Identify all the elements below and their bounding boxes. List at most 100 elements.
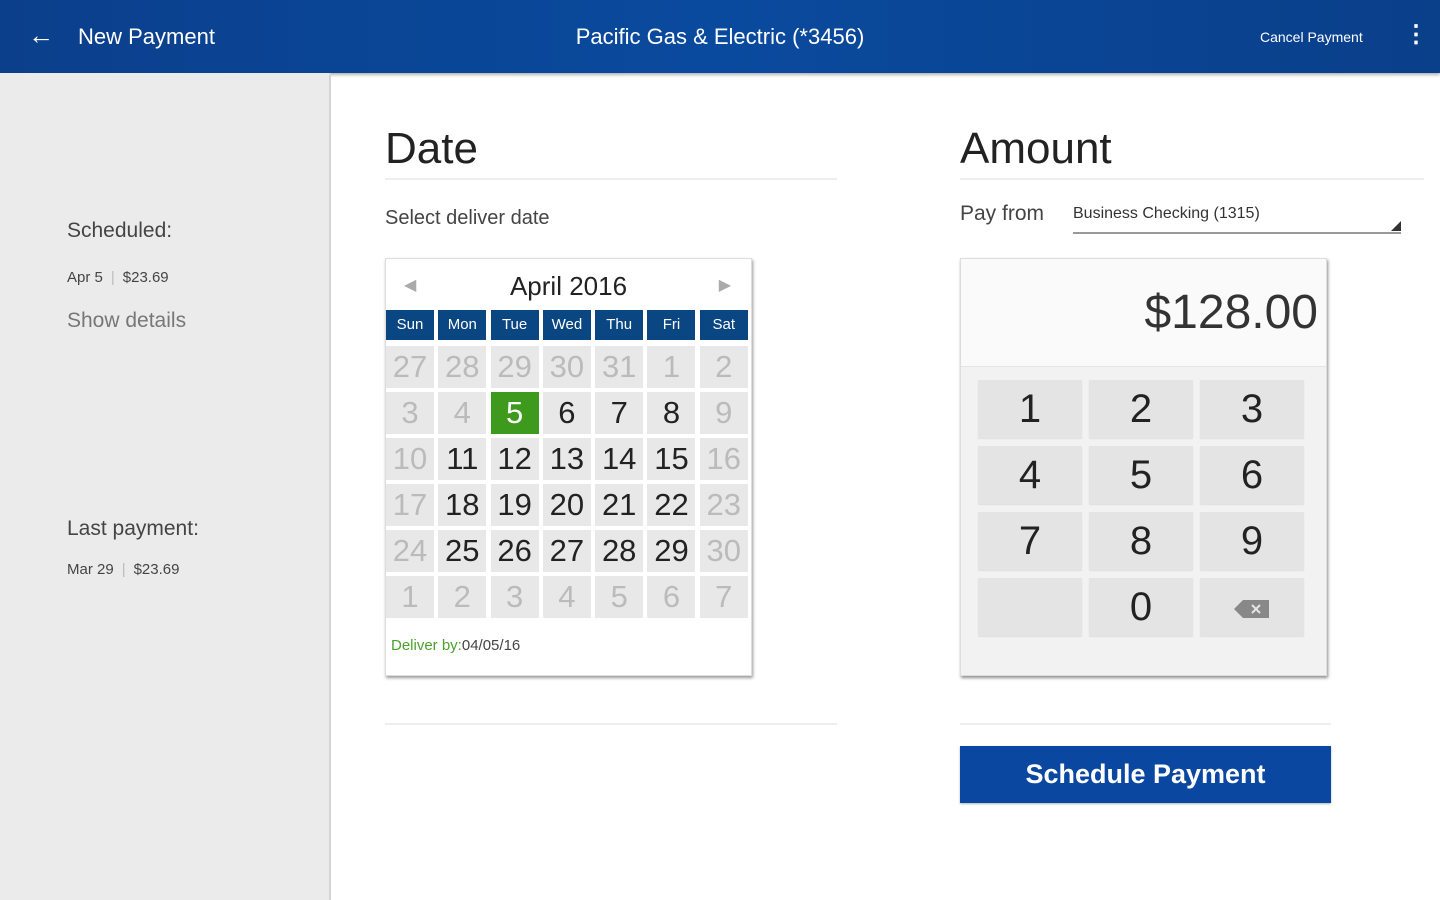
dropdown-triangle-icon bbox=[1391, 221, 1401, 231]
calendar-day: 5 bbox=[595, 576, 644, 618]
calendar-day[interactable]: 6 bbox=[542, 392, 591, 434]
calendar-day: 16 bbox=[699, 438, 748, 480]
scheduled-date: Apr 5 bbox=[67, 269, 103, 286]
page-title: New Payment bbox=[78, 24, 215, 49]
app-bar: ← New Payment Pacific Gas & Electric (*3… bbox=[0, 0, 1440, 73]
key-8[interactable]: 8 bbox=[1089, 512, 1193, 570]
calendar-day: 2 bbox=[699, 346, 748, 388]
calendar-day-selected[interactable]: 5 bbox=[490, 392, 539, 434]
amount-display: $128.00 bbox=[961, 259, 1326, 367]
sidebar: Scheduled: Apr 5 | $23.69 Show details Las… bbox=[0, 73, 331, 900]
calendar-day[interactable]: 11 bbox=[438, 438, 487, 480]
calendar-month: April 2016 bbox=[509, 271, 628, 301]
calendar-day: 28 bbox=[438, 346, 487, 388]
divider bbox=[385, 178, 837, 180]
weekday-header: Mon bbox=[438, 310, 487, 340]
calendar-day: 23 bbox=[699, 484, 748, 526]
weekday-header: Thu bbox=[595, 310, 644, 340]
divider bbox=[960, 723, 1331, 725]
prev-month-icon[interactable]: ◀ bbox=[404, 277, 417, 294]
scheduled-label: Scheduled: bbox=[67, 219, 173, 242]
calendar-day: 4 bbox=[438, 392, 487, 434]
select-date-label: Select deliver date bbox=[385, 207, 550, 229]
calendar-day: 10 bbox=[386, 438, 434, 480]
calendar-day: 17 bbox=[386, 484, 434, 526]
deliver-by: Deliver by:04/05/16 bbox=[391, 637, 520, 654]
divider bbox=[960, 178, 1424, 180]
calendar-day: 2 bbox=[438, 576, 487, 618]
key-1[interactable]: 1 bbox=[978, 380, 1082, 438]
calendar-day: 4 bbox=[542, 576, 591, 618]
scheduled-info: Apr 5 | $23.69 bbox=[67, 269, 169, 286]
backspace-key[interactable] bbox=[1200, 578, 1304, 636]
key-6[interactable]: 6 bbox=[1200, 446, 1304, 504]
calendar-day[interactable]: 21 bbox=[595, 484, 644, 526]
key-9[interactable]: 9 bbox=[1200, 512, 1304, 570]
key-4[interactable]: 4 bbox=[978, 446, 1082, 504]
cancel-payment-button[interactable]: Cancel Payment bbox=[1260, 29, 1363, 45]
last-payment-date: Mar 29 bbox=[67, 561, 114, 578]
weekday-header: Sat bbox=[699, 310, 748, 340]
next-month-icon[interactable]: ▶ bbox=[718, 277, 731, 294]
calendar-day[interactable]: 28 bbox=[595, 530, 644, 572]
calendar-day: 3 bbox=[490, 576, 539, 618]
deliver-by-value: 04/05/16 bbox=[461, 637, 521, 654]
calendar-day[interactable]: 19 bbox=[490, 484, 539, 526]
backspace-icon bbox=[1234, 600, 1269, 619]
calendar-day: 30 bbox=[699, 530, 748, 572]
calendar-day: 6 bbox=[647, 576, 696, 618]
calendar-day[interactable]: 13 bbox=[542, 438, 591, 480]
key-2[interactable]: 2 bbox=[1089, 380, 1193, 438]
key-0[interactable]: 0 bbox=[1089, 578, 1193, 636]
weekday-header: Wed bbox=[542, 310, 591, 340]
weekday-header: Fri bbox=[647, 310, 696, 340]
scheduled-amount: $23.69 bbox=[122, 269, 169, 286]
key-7[interactable]: 7 bbox=[978, 512, 1082, 570]
calendar-day[interactable]: 27 bbox=[542, 530, 591, 572]
weekday-header: Tue bbox=[490, 310, 539, 340]
calendar-day: 27 bbox=[386, 346, 434, 388]
divider bbox=[385, 723, 837, 725]
deliver-by-label: Deliver by: bbox=[391, 637, 462, 654]
date-heading: Date bbox=[385, 124, 478, 173]
calendar-day: 1 bbox=[647, 346, 696, 388]
calendar-day[interactable]: 18 bbox=[438, 484, 487, 526]
calendar-day: 24 bbox=[386, 530, 434, 572]
calendar-day: 9 bbox=[699, 392, 748, 434]
calendar-day[interactable]: 14 bbox=[595, 438, 644, 480]
calendar-day: 30 bbox=[542, 346, 591, 388]
calendar-day[interactable]: 26 bbox=[490, 530, 539, 572]
account-select[interactable]: Business Checking (1315) bbox=[1073, 200, 1401, 234]
show-details-link[interactable]: Show details bbox=[67, 309, 187, 332]
calendar-day: 1 bbox=[386, 576, 434, 618]
last-payment-label: Last payment: bbox=[67, 517, 199, 540]
calendar-day[interactable]: 25 bbox=[438, 530, 487, 572]
account-value: Business Checking (1315) bbox=[1073, 205, 1260, 222]
calendar-day[interactable]: 8 bbox=[647, 392, 696, 434]
calendar-day[interactable]: 29 bbox=[647, 530, 696, 572]
calendar-day: 31 bbox=[595, 346, 644, 388]
key-3[interactable]: 3 bbox=[1200, 380, 1304, 438]
payee-title: Pacific Gas & Electric (*3456) bbox=[575, 24, 865, 49]
calendar-day[interactable]: 12 bbox=[490, 438, 539, 480]
arrow-left-icon[interactable]: ← bbox=[28, 20, 54, 50]
pay-from-label: Pay from bbox=[960, 202, 1045, 225]
calendar-day[interactable]: 7 bbox=[595, 392, 644, 434]
calendar-day[interactable]: 20 bbox=[542, 484, 591, 526]
calendar-day[interactable]: 22 bbox=[647, 484, 696, 526]
blank-key bbox=[978, 578, 1082, 636]
last-payment-amount: $23.69 bbox=[133, 561, 180, 578]
calendar-day: 7 bbox=[699, 576, 748, 618]
calendar-day[interactable]: 15 bbox=[647, 438, 696, 480]
more-vert-icon[interactable]: ⋮ bbox=[1404, 21, 1428, 48]
amount-heading: Amount bbox=[960, 124, 1112, 173]
key-5[interactable]: 5 bbox=[1089, 446, 1193, 504]
calendar-grid: Sun Mon Tue Wed Thu Fri Sat 27 28 29 30 31 1 2 3 4 5 6 7 8 9… bbox=[386, 310, 748, 618]
last-payment-info: Mar 29 | $23.69 bbox=[67, 561, 180, 578]
schedule-payment-button[interactable]: Schedule Payment bbox=[960, 746, 1331, 803]
calendar-day: 29 bbox=[490, 346, 539, 388]
calendar-day: 3 bbox=[386, 392, 434, 434]
calendar: ◀ April 2016 ▶ Sun Mon Tue Wed Thu Fri Sat 27 28… bbox=[385, 258, 752, 676]
